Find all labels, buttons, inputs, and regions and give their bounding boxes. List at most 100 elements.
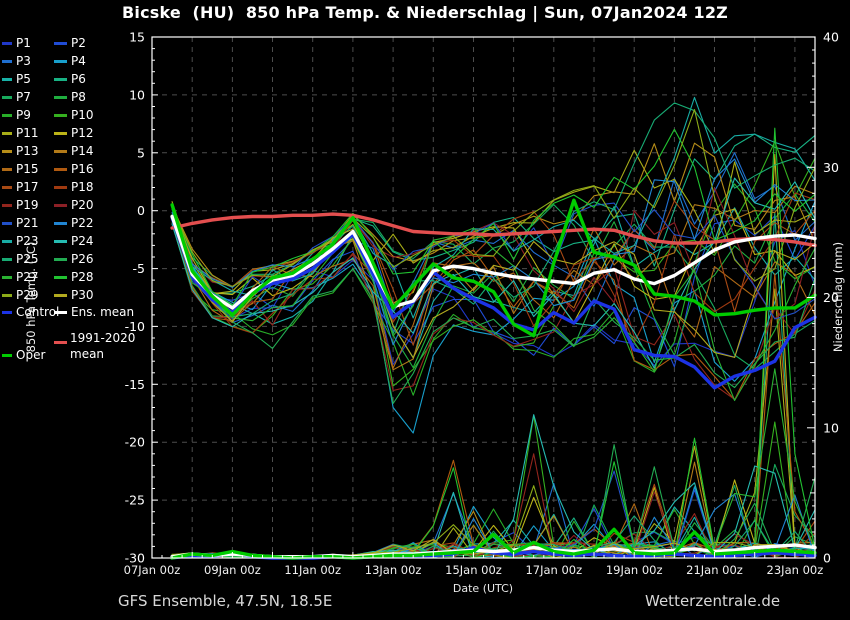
- x-tick-label: 15Jan 00z: [445, 563, 502, 577]
- climate-label-line1: 1991-2020: [70, 331, 136, 345]
- legend-label-p8: P8: [71, 90, 86, 104]
- legend-item-p16: P16: [54, 162, 94, 176]
- legend-item-p6: P6: [54, 72, 86, 86]
- legend-swatch-p11: [2, 131, 12, 135]
- member-line-p7-temp: [171, 204, 816, 370]
- legend-swatch-p13: [2, 149, 12, 153]
- legend-swatch-p16: [54, 167, 67, 171]
- member-line-p23-temp: [171, 96, 816, 319]
- legend-swatch-p21: [2, 221, 12, 225]
- member-line-p11-precip: [171, 288, 816, 559]
- member-line-p27-temp: [171, 219, 816, 402]
- legend-swatch-p9: [2, 113, 12, 117]
- legend-item-p4: P4: [54, 54, 86, 68]
- y-left-tick-label: 10: [129, 87, 145, 102]
- legend-item-p30: P30: [54, 288, 94, 302]
- x-tick-label: 09Jan 00z: [204, 563, 261, 577]
- legend-label-p1: P1: [16, 36, 31, 50]
- x-tick-label: 13Jan 00z: [365, 563, 422, 577]
- legend-item-p7: P7: [2, 90, 31, 104]
- oper-precip-line: [170, 527, 817, 560]
- y-left-tick-label: -30: [125, 551, 145, 566]
- legend-swatch-p22: [54, 221, 67, 225]
- legend-item-p5: P5: [2, 72, 31, 86]
- y-left-tick-label: -15: [125, 377, 145, 392]
- legend-item-ens-mean: Ens. mean: [54, 305, 134, 319]
- member-line-p16-temp: [171, 217, 816, 401]
- x-tick-label: 11Jan 00z: [284, 563, 341, 577]
- model-info: GFS Ensemble, 47.5N, 18.5E: [118, 592, 333, 610]
- y-right-tick-label: 0: [823, 551, 831, 566]
- y-left-tick-label: -25: [125, 493, 145, 508]
- legend-item-p18: P18: [54, 180, 94, 194]
- member-line-p9-temp: [171, 183, 816, 396]
- legend-label-p9: P9: [16, 108, 31, 122]
- member-line-p24-temp: [171, 177, 816, 369]
- legend-swatch-p1: [2, 41, 12, 45]
- legend-label-p19: P19: [16, 198, 39, 212]
- x-axis-label: Date (UTC): [452, 582, 514, 595]
- legend-label-p13: P13: [16, 144, 39, 158]
- x-tick-label: 21Jan 00z: [686, 563, 743, 577]
- legend-item-p12: P12: [54, 126, 94, 140]
- member-line-p11-temp: [171, 149, 816, 295]
- member-line-p25-temp: [171, 102, 816, 335]
- legend-label-p24: P24: [71, 234, 94, 248]
- legend-swatch-p6: [54, 77, 67, 81]
- legend-label-p6: P6: [71, 72, 86, 86]
- legend-swatch-p3: [2, 59, 12, 63]
- legend-label-p15: P15: [16, 162, 39, 176]
- legend-label-p5: P5: [16, 72, 31, 86]
- legend-label-p26: P26: [71, 252, 94, 266]
- y-axis-label-right: Niederschlag (mm): [831, 241, 845, 353]
- member-line-p5-temp: [171, 206, 816, 359]
- legend-swatch-p17: [2, 185, 12, 189]
- legend-item-p29: P29: [2, 288, 39, 302]
- legend-swatch-p29: [2, 293, 12, 297]
- legend-label-p17: P17: [16, 180, 39, 194]
- legend-swatch-p28: [54, 275, 67, 279]
- legend-swatch-p18: [54, 185, 67, 189]
- legend-item-p25: P25: [2, 252, 39, 266]
- legend-swatch-p27: [2, 275, 12, 279]
- y-right-tick-label: 40: [823, 30, 839, 45]
- y-left-tick-label: -5: [133, 261, 145, 276]
- member-line-p10-temp: [171, 141, 816, 387]
- legend-label-climate-mean: 1991-2020 mean: [70, 330, 135, 362]
- legend-swatch-p30: [54, 293, 67, 297]
- member-line-p26-temp: [171, 218, 816, 405]
- member-line-p3-temp: [171, 152, 816, 324]
- legend-item-p8: P8: [54, 90, 86, 104]
- ens-mean-temp-line: [170, 214, 817, 310]
- x-tick-label: 07Jan 00z: [124, 563, 181, 577]
- legend-label-p20: P20: [71, 198, 94, 212]
- legend-swatch-p26: [54, 257, 67, 261]
- member-line-p12-temp: [171, 208, 816, 323]
- legend-swatch-p25: [2, 257, 12, 261]
- y-axis-label-left: 850 hPa Temp. (°C): [24, 241, 38, 353]
- chart-title: Bicske (HU) 850 hPa Temp. & Niederschlag…: [122, 3, 728, 22]
- legend-item-p26: P26: [54, 252, 94, 266]
- legend-swatch-p14: [54, 149, 67, 153]
- legend-swatch-p7: [2, 95, 12, 99]
- legend-label-p23: P23: [16, 234, 39, 248]
- legend-item-p10: P10: [54, 108, 94, 122]
- oper-temp-line: [170, 198, 817, 338]
- legend-item-oper: Oper: [2, 348, 45, 362]
- member-line-p28-temp: [171, 128, 816, 307]
- y-right-tick-label: 30: [823, 160, 839, 175]
- legend-label-control: Control: [16, 305, 60, 319]
- legend-item-p11: P11: [2, 126, 39, 140]
- member-line-p19-temp: [171, 218, 816, 400]
- legend-label-p21: P21: [16, 216, 39, 230]
- legend-item-p21: P21: [2, 216, 39, 230]
- x-tick-label: 23Jan 00z: [767, 563, 824, 577]
- legend-swatch-p10: [54, 113, 67, 117]
- x-tick-label: 19Jan 00z: [606, 563, 663, 577]
- legend-label-p2: P2: [71, 36, 86, 50]
- climate-mean-temp-line: [170, 212, 817, 248]
- site-credit: Wetterzentrale.de: [645, 592, 781, 610]
- legend-label-p7: P7: [16, 90, 31, 104]
- legend-item-p22: P22: [54, 216, 94, 230]
